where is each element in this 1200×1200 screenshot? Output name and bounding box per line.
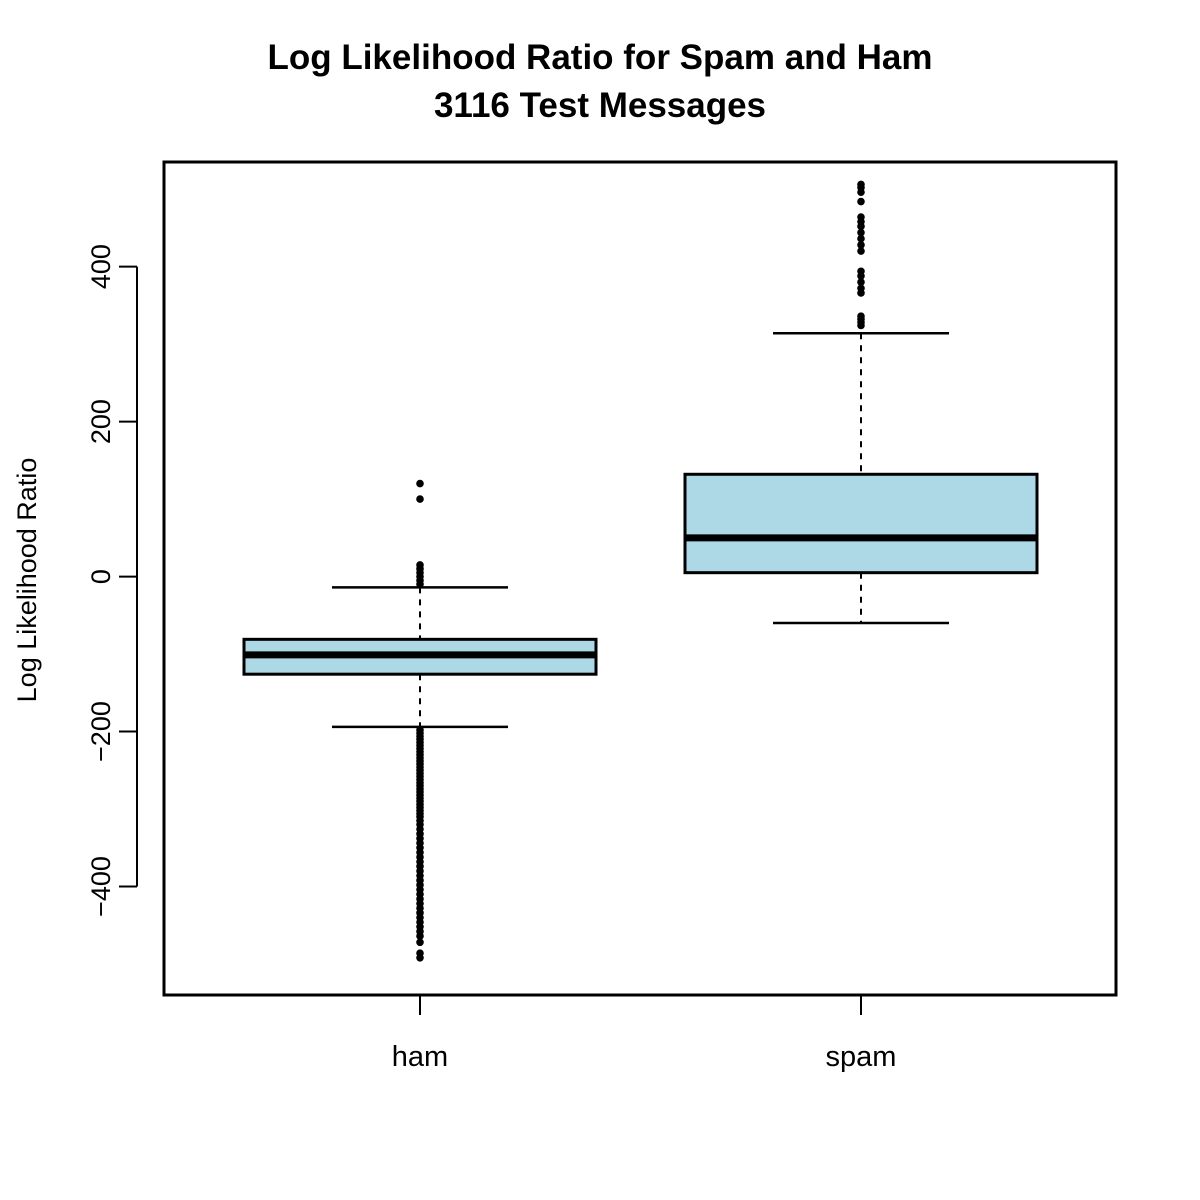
outlier-point: [416, 954, 424, 962]
x-axis: ham spam: [392, 995, 897, 1073]
x-tick-label: ham: [392, 1041, 448, 1073]
y-tick-label: 0: [86, 569, 116, 584]
outlier-point: [857, 234, 865, 243]
outlier-point: [857, 267, 865, 276]
outlier-point: [416, 561, 424, 569]
box-ham: [242, 479, 598, 962]
outlier-point: [857, 247, 865, 255]
outlier-point: [416, 495, 424, 503]
outlier-point: [416, 932, 424, 940]
x-tick-label: spam: [826, 1041, 897, 1073]
chart-subtitle: 3116 Test Messages: [433, 86, 767, 125]
outlier-point: [857, 228, 865, 237]
outlier-point: [857, 180, 865, 189]
outlier-point: [857, 241, 865, 249]
plot-frame: [162, 160, 1118, 997]
outlier-point: [857, 312, 865, 321]
y-axis-label: Log Likelihood Ratio: [12, 458, 42, 703]
y-axis: −400 −200 0 200 400: [86, 244, 138, 917]
chart-title: Log Likelihood Ratio for Spam and Ham: [267, 38, 933, 77]
outlier-point: [857, 284, 865, 293]
y-tick-label: 400: [86, 244, 116, 289]
outlier-point: [857, 278, 865, 286]
y-tick-label: −400: [86, 856, 116, 917]
box-spam: [683, 180, 1039, 625]
outlier-point: [857, 197, 865, 206]
outlier-point: [857, 213, 865, 221]
boxes-group: [242, 180, 1039, 962]
y-tick-label: −200: [86, 701, 116, 762]
outlier-point: [416, 938, 424, 947]
y-tick-label: 200: [86, 399, 116, 444]
outlier-point: [416, 479, 424, 488]
iqr-box: [683, 472, 1039, 575]
